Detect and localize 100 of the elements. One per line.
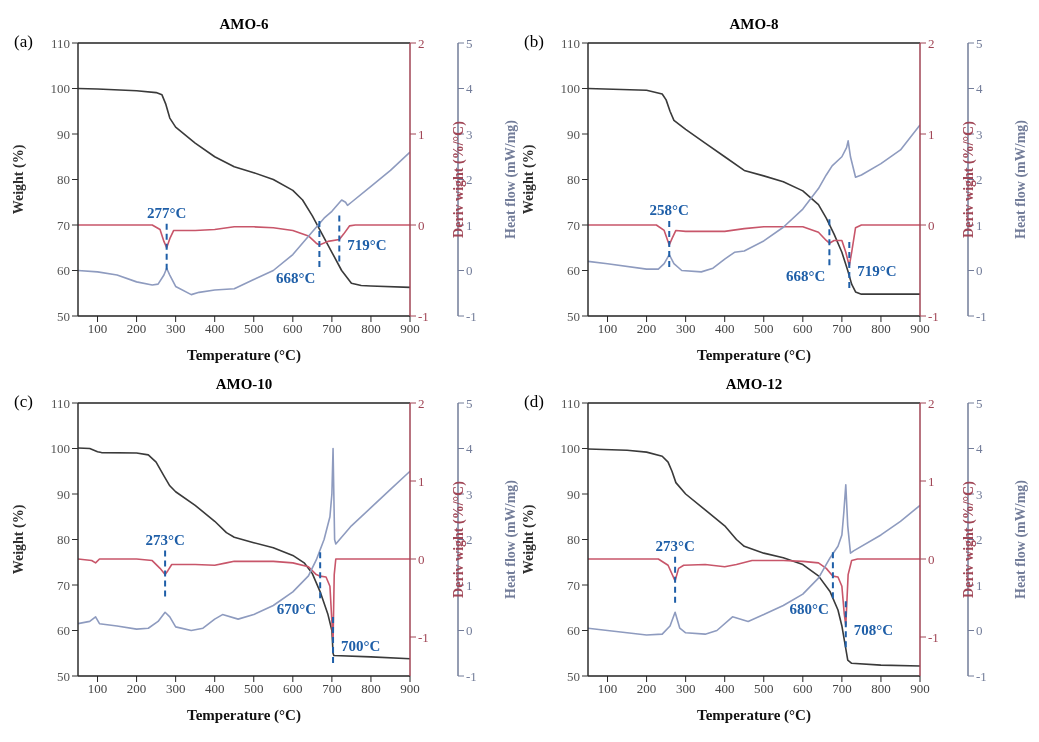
y3-tick-label: -1	[466, 668, 477, 684]
y-tick-label: 110	[50, 35, 70, 51]
x-tick-label: 500	[244, 681, 264, 697]
y3-tick-label: -1	[976, 308, 987, 324]
x-tick-label: 500	[754, 321, 774, 337]
y3-axis-title: Heat flow (mW/mg)	[1012, 119, 1029, 239]
x-tick-label: 300	[165, 681, 186, 697]
y-tick-label: 50	[57, 668, 70, 684]
y2-tick-label: 2	[418, 35, 425, 51]
y2-tick-label: 2	[418, 395, 425, 411]
x-tick-label: 600	[283, 321, 303, 337]
ref-line-label: 708°C	[853, 622, 894, 639]
x-tick-label: 800	[871, 681, 891, 697]
y2-axis-title: Deriv wight (%/°C)	[450, 120, 467, 238]
y3-tick-label: 5	[466, 35, 473, 51]
x-tick-label: 200	[126, 321, 147, 337]
y3-tick-label: 4	[976, 81, 983, 97]
y-tick-label: 60	[57, 263, 70, 279]
y2-tick-label: 1	[418, 473, 425, 489]
line-series	[588, 484, 920, 636]
x-tick-label: 700	[322, 321, 342, 337]
x-tick-label: 800	[361, 681, 381, 697]
y-tick-label: 90	[57, 486, 70, 502]
ref-line-label: 273°C	[145, 531, 185, 548]
ref-line-label: 668°C	[786, 268, 826, 285]
y-tick-label: 60	[567, 623, 580, 639]
y3-tick-label: -1	[466, 308, 477, 324]
y3-tick-label: 1	[976, 217, 983, 233]
line-series	[78, 224, 410, 249]
y-tick-label: 100	[50, 81, 70, 97]
y2-axis-title: Deriv wight (%/°C)	[960, 480, 977, 598]
y2-tick-label: -1	[418, 629, 429, 645]
y-tick-label: 70	[567, 577, 580, 593]
text: (d)	[524, 392, 544, 412]
x-tick-label: 700	[322, 681, 342, 697]
y3-tick-label: 3	[466, 486, 473, 502]
y3-tick-label: 5	[976, 35, 983, 51]
x-tick-label: 300	[675, 681, 696, 697]
y3-axis-title: Heat flow (mW/mg)	[502, 479, 519, 599]
ref-line-label: 719°C	[347, 236, 387, 253]
x-tick-label: 100	[87, 681, 108, 697]
x-tick-label: 100	[597, 681, 618, 697]
y-tick-label: 80	[567, 532, 580, 548]
y3-tick-label: 3	[976, 126, 983, 142]
y3-tick-label: 2	[976, 172, 983, 188]
y-tick-label: 100	[50, 441, 70, 457]
x-tick-label: 800	[871, 321, 891, 337]
ref-line-label: 668°C	[276, 270, 316, 287]
text: (b)	[524, 32, 544, 52]
ref-line-label: 277°C	[146, 204, 187, 221]
y3-tick-label: 3	[466, 126, 473, 142]
x-axis-title: Temperature (°C)	[187, 707, 301, 724]
ref-line-label: 273°C	[655, 537, 695, 554]
x-tick-label: 400	[714, 681, 735, 697]
y3-tick-label: 0	[466, 263, 473, 279]
x-tick-label: 100	[597, 321, 618, 337]
x-tick-label: 400	[204, 681, 225, 697]
y-tick-label: 110	[560, 35, 580, 51]
ref-line-label: 700°C	[341, 637, 381, 654]
y2-tick-label: 0	[928, 551, 935, 567]
y-axis-title: Weight (%)	[10, 144, 27, 215]
y-tick-label: 110	[560, 395, 580, 411]
y3-tick-label: 0	[976, 263, 983, 279]
y2-tick-label: 1	[928, 126, 935, 142]
y-tick-label: 70	[57, 217, 70, 233]
y2-tick-label: -1	[928, 629, 939, 645]
y-tick-label: 70	[57, 577, 70, 593]
y2-axis-title: Deriv wight (%/°C)	[960, 120, 977, 238]
y-axis-title: Weight (%)	[520, 144, 537, 215]
x-tick-label: 700	[832, 681, 852, 697]
y2-tick-label: 2	[928, 395, 935, 411]
y-tick-label: 80	[57, 532, 70, 548]
x-axis-title: Temperature (°C)	[697, 707, 811, 724]
y3-tick-label: 2	[976, 532, 983, 548]
x-tick-label: 100	[87, 321, 108, 337]
y2-tick-label: 0	[418, 217, 425, 233]
y2-tick-label: 1	[418, 126, 425, 142]
x-tick-label: 600	[793, 321, 813, 337]
y3-axis-title: Heat flow (mW/mg)	[502, 119, 519, 239]
x-tick-label: 800	[361, 321, 381, 337]
y3-tick-label: 4	[976, 441, 983, 457]
y3-tick-label: -1	[976, 668, 987, 684]
y3-tick-label: 5	[976, 395, 983, 411]
x-tick-label: 900	[910, 681, 930, 697]
y3-tick-label: 5	[466, 395, 473, 411]
chart-title: AMO-10	[214, 376, 274, 393]
chart-title: AMO-6	[218, 16, 270, 33]
y3-tick-label: 2	[466, 532, 473, 548]
x-tick-label: 500	[244, 321, 264, 337]
chart-title: AMO-8	[728, 16, 780, 33]
y3-tick-label: 0	[466, 623, 473, 639]
line-series	[78, 151, 410, 296]
y-tick-label: 60	[57, 623, 70, 639]
x-tick-label: 400	[204, 321, 225, 337]
y2-axis-title: Deriv wight (%/°C)	[450, 480, 467, 598]
x-tick-label: 300	[675, 321, 696, 337]
ref-line-label: 670°C	[276, 601, 317, 618]
y3-axis-title: Heat flow (mW/mg)	[1012, 479, 1029, 599]
text: (c)	[14, 392, 33, 412]
x-tick-label: 200	[126, 681, 147, 697]
